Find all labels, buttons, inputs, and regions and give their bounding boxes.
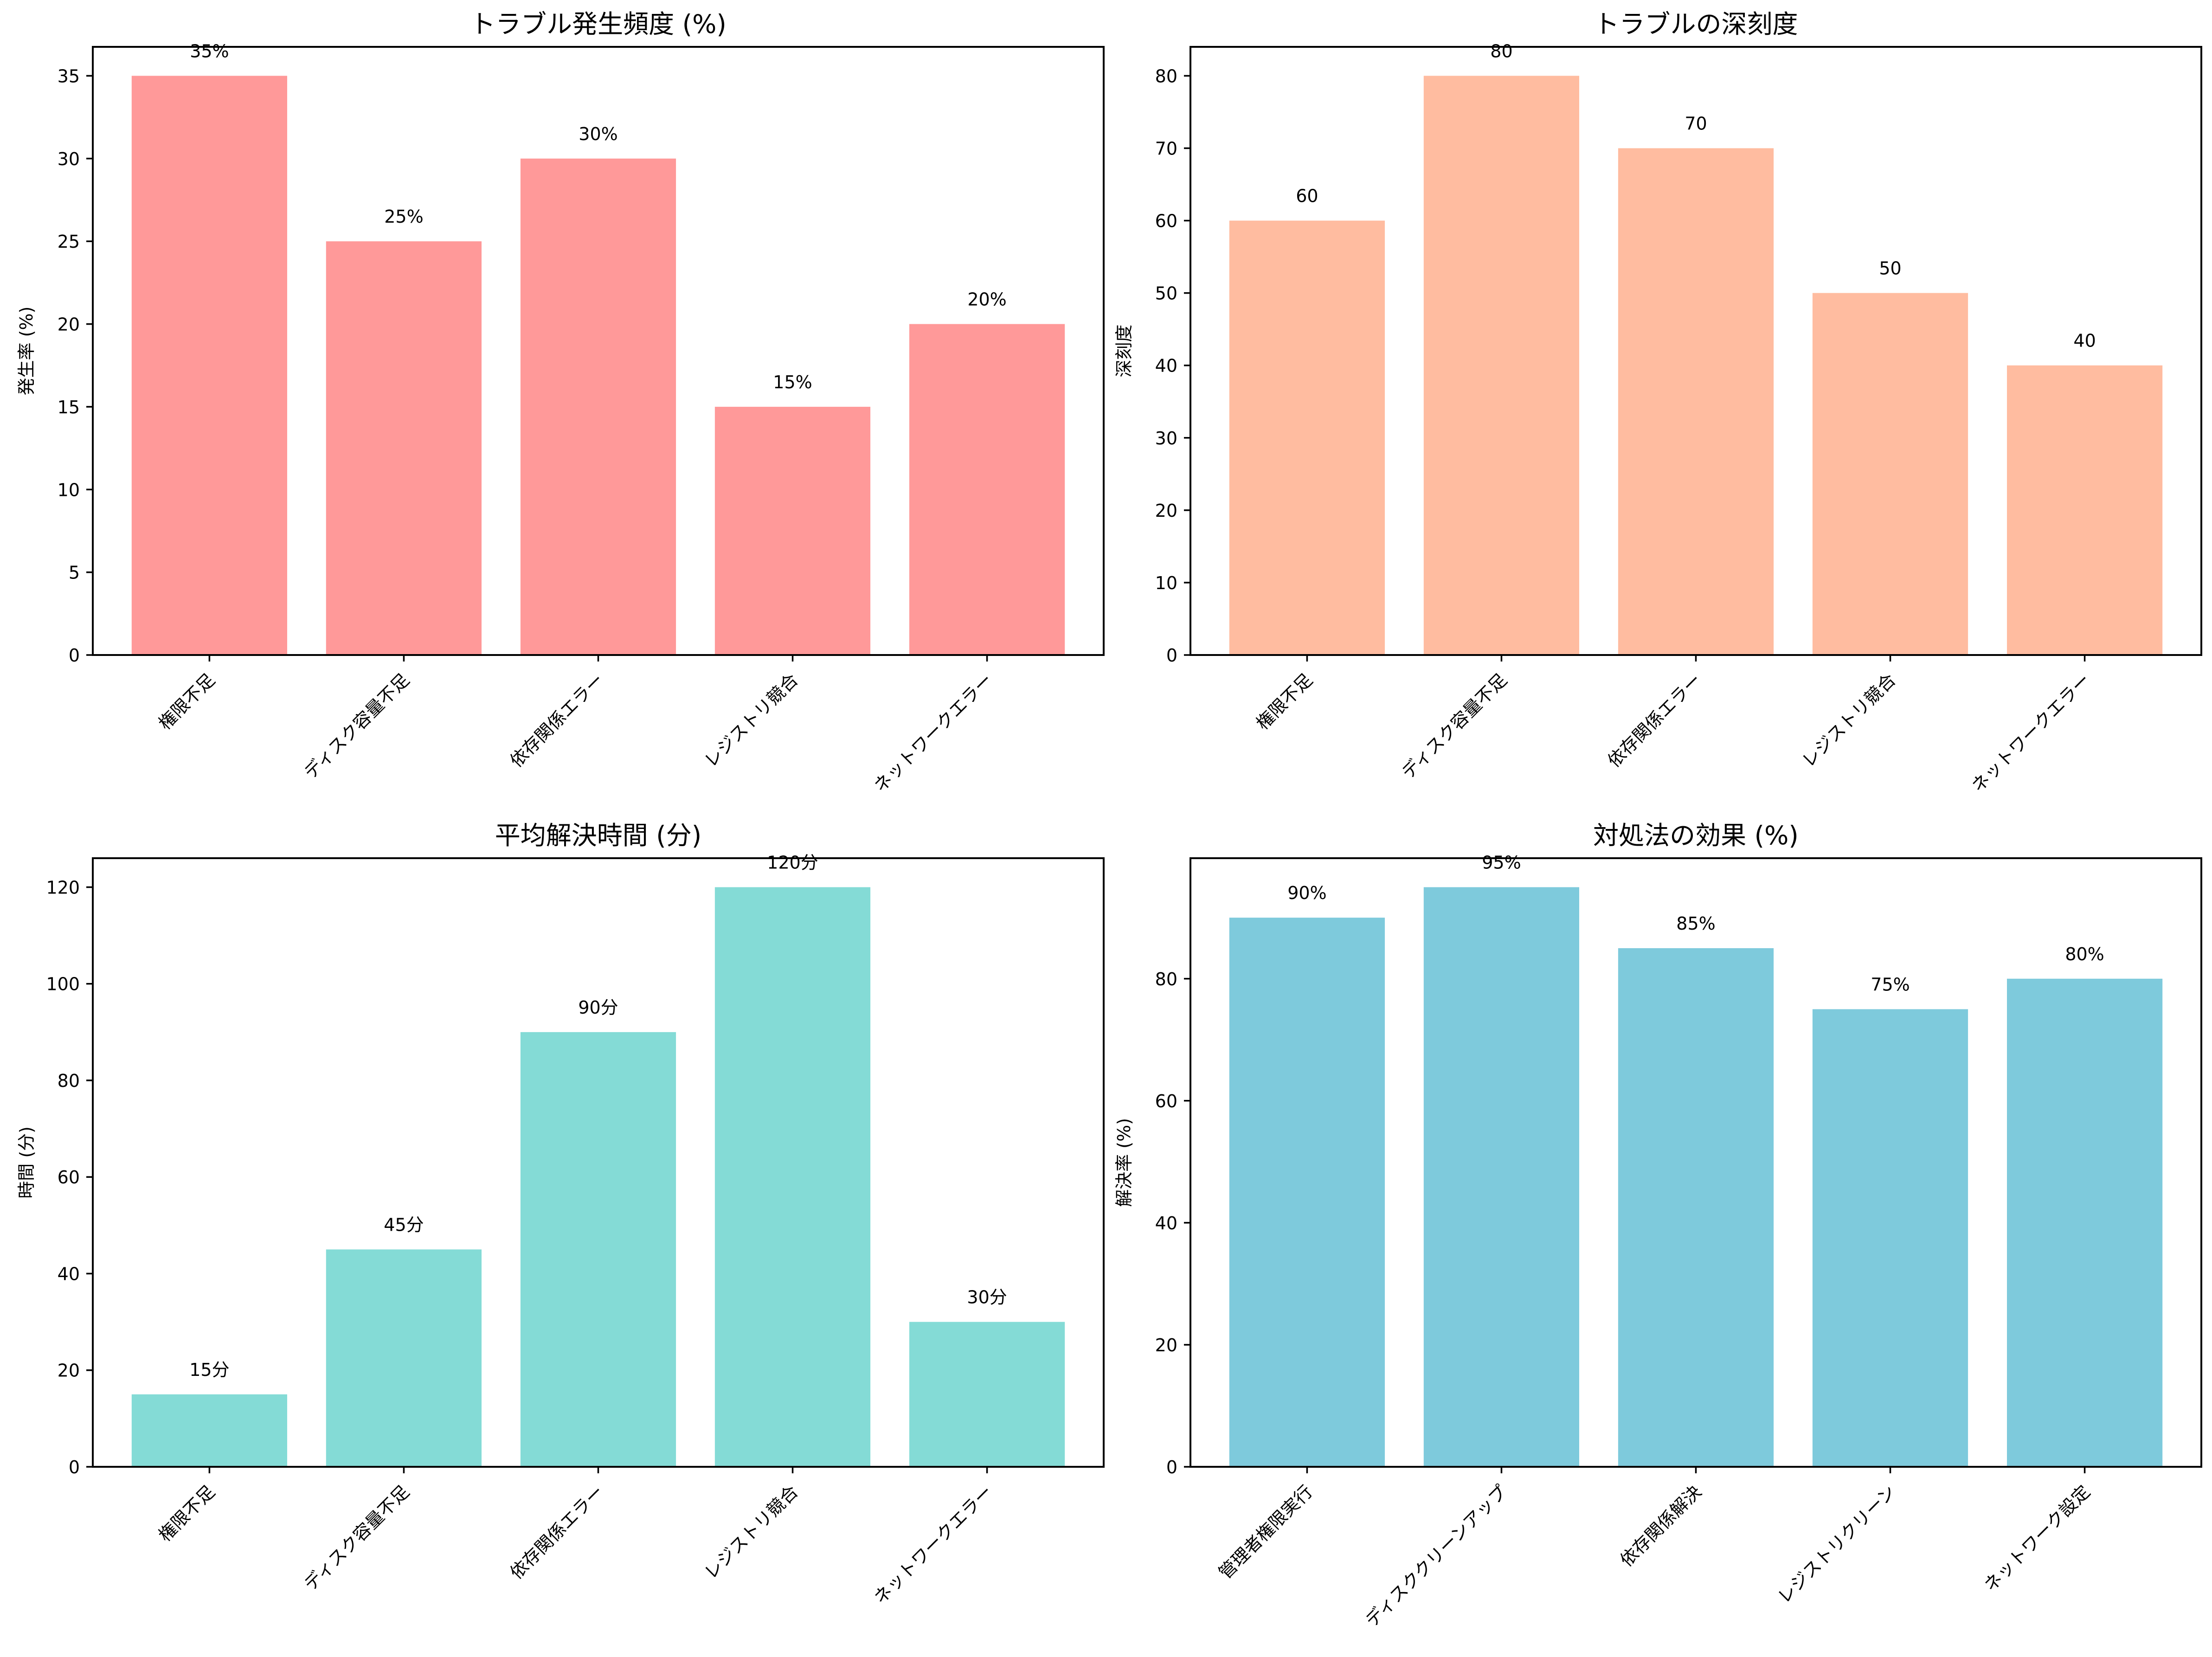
- y-tick-label: 60: [1155, 211, 1177, 231]
- y-tick-label: 20: [1155, 501, 1177, 521]
- chart-title: 平均解決時間 (分): [495, 821, 701, 850]
- bar-1: [131, 1394, 287, 1467]
- chart-title: トラブルの深刻度: [1594, 9, 1798, 39]
- y-tick-label: 0: [1166, 645, 1177, 666]
- data-label: 120分: [767, 852, 818, 873]
- bar-2: [326, 241, 482, 655]
- data-label: 25%: [384, 206, 423, 227]
- y-tick-label: 15: [58, 397, 80, 417]
- y-tick-label: 10: [1155, 573, 1177, 593]
- y-tick-label: 80: [1155, 66, 1177, 86]
- y-axis-label: 深刻度: [1114, 324, 1134, 377]
- y-tick-label: 0: [69, 645, 80, 666]
- data-label: 80: [1490, 41, 1512, 61]
- bar-2: [326, 1249, 482, 1467]
- y-tick-label: 60: [58, 1167, 80, 1188]
- bar-1: [131, 76, 287, 655]
- data-label: 90%: [1287, 883, 1326, 903]
- bar-3: [520, 158, 676, 655]
- data-label: 35%: [190, 41, 229, 61]
- y-tick-label: 10: [58, 480, 80, 500]
- y-tick-label: 35: [58, 66, 80, 86]
- bar-5: [2007, 365, 2163, 655]
- y-tick-label: 20: [1155, 1335, 1177, 1355]
- bar-3: [520, 1032, 676, 1467]
- data-label: 40: [2073, 331, 2096, 351]
- y-axis-label: 時間 (分): [16, 1126, 37, 1199]
- bar-5: [909, 1322, 1065, 1467]
- data-label: 90分: [578, 997, 618, 1018]
- y-tick-label: 20: [58, 315, 80, 335]
- y-tick-label: 40: [1155, 1213, 1177, 1233]
- data-label: 85%: [1676, 913, 1715, 934]
- data-label: 30分: [967, 1287, 1007, 1308]
- bar-2: [1423, 76, 1579, 655]
- y-tick-label: 80: [1155, 969, 1177, 989]
- data-label: 15%: [773, 372, 812, 392]
- y-tick-label: 40: [1155, 356, 1177, 376]
- y-axis-label: 解決率 (%): [1114, 1118, 1134, 1207]
- bar-4: [714, 887, 871, 1467]
- data-label: 30%: [579, 124, 617, 144]
- y-tick-label: 30: [1155, 428, 1177, 449]
- bar-5: [2007, 978, 2163, 1467]
- y-tick-label: 40: [58, 1264, 80, 1284]
- y-tick-label: 20: [58, 1361, 80, 1381]
- y-tick-label: 120: [46, 877, 80, 898]
- data-label: 80%: [2065, 944, 2104, 964]
- y-tick-label: 50: [1155, 283, 1177, 304]
- bar-3: [1618, 148, 1774, 655]
- bar-4: [714, 406, 871, 655]
- data-label: 15分: [189, 1360, 229, 1380]
- bar-2: [1423, 887, 1579, 1467]
- chart-title: 対処法の効果 (%): [1593, 821, 1799, 850]
- data-label: 75%: [1871, 975, 1910, 995]
- bar-1: [1229, 918, 1385, 1467]
- y-tick-label: 0: [1166, 1457, 1177, 1477]
- bar-4: [1812, 1009, 1968, 1467]
- bar-4: [1812, 293, 1968, 655]
- data-label: 50: [1879, 258, 1901, 279]
- y-tick-label: 60: [1155, 1091, 1177, 1111]
- chart-title: トラブル発生頻度 (%): [470, 9, 727, 39]
- y-tick-label: 0: [69, 1457, 80, 1477]
- y-tick-label: 30: [58, 149, 80, 169]
- bar-3: [1618, 948, 1774, 1467]
- y-axis-label: 発生率 (%): [16, 307, 37, 396]
- y-tick-label: 80: [58, 1071, 80, 1091]
- data-label: 70: [1685, 114, 1707, 134]
- bar-1: [1229, 220, 1385, 655]
- y-tick-label: 5: [69, 563, 80, 583]
- y-tick-label: 25: [58, 231, 80, 252]
- data-label: 60: [1296, 186, 1318, 206]
- bar-5: [909, 324, 1065, 655]
- data-label: 45分: [384, 1214, 424, 1235]
- data-label: 20%: [967, 289, 1006, 310]
- data-label: 95%: [1482, 852, 1521, 873]
- y-tick-label: 70: [1155, 139, 1177, 159]
- y-tick-label: 100: [46, 974, 80, 995]
